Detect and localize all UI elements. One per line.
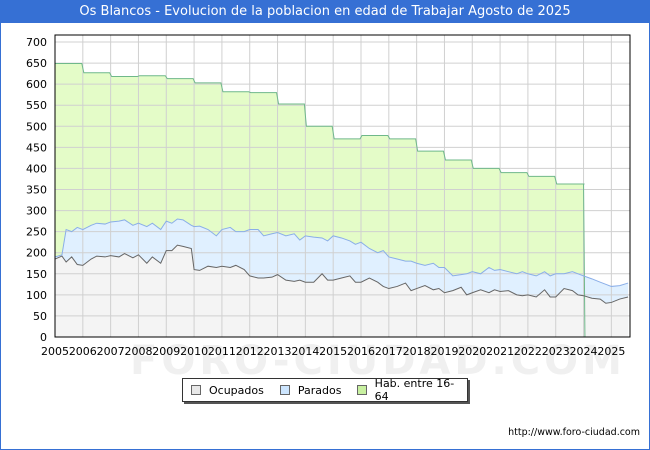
- svg-text:2009: 2009: [152, 345, 180, 358]
- svg-text:2021: 2021: [486, 345, 514, 358]
- legend-label: Ocupados: [209, 383, 264, 397]
- svg-text:150: 150: [26, 268, 47, 281]
- svg-text:2018: 2018: [403, 345, 431, 358]
- svg-text:600: 600: [26, 78, 47, 91]
- svg-text:400: 400: [26, 162, 47, 175]
- legend-label: Parados: [297, 383, 342, 397]
- svg-text:0: 0: [40, 331, 47, 344]
- svg-text:2020: 2020: [458, 345, 486, 358]
- svg-text:450: 450: [26, 141, 47, 154]
- legend: Ocupados Parados Hab. entre 16-64: [182, 377, 468, 403]
- legend-swatch-hab: [357, 385, 367, 395]
- svg-text:2005: 2005: [41, 345, 69, 358]
- svg-text:2019: 2019: [430, 345, 458, 358]
- svg-text:300: 300: [26, 205, 47, 218]
- svg-text:50: 50: [33, 310, 47, 323]
- legend-item-hab[interactable]: Hab. entre 16-64: [357, 377, 459, 403]
- source-link[interactable]: http://www.foro-ciudad.com: [508, 427, 640, 438]
- svg-text:2024: 2024: [570, 345, 598, 358]
- svg-text:2023: 2023: [542, 345, 570, 358]
- chart-plot: 0 50 100 150 200 250 300 350 400 450 500 550 600 650 7…: [26, 34, 631, 358]
- legend-label: Hab. entre 16-64: [374, 377, 455, 403]
- legend-swatch-parados: [279, 385, 290, 395]
- legend-swatch-ocupados: [191, 385, 201, 395]
- svg-text:100: 100: [26, 289, 47, 302]
- svg-text:350: 350: [26, 184, 47, 197]
- svg-text:2011: 2011: [208, 345, 236, 358]
- svg-text:500: 500: [26, 120, 47, 133]
- svg-text:2014: 2014: [291, 345, 319, 358]
- svg-text:650: 650: [26, 57, 47, 70]
- svg-text:2012: 2012: [236, 345, 264, 358]
- svg-text:2025: 2025: [597, 345, 625, 358]
- svg-text:700: 700: [26, 36, 47, 49]
- watermark: FORO-CIUDAD.COM: [130, 338, 626, 384]
- svg-text:250: 250: [26, 226, 47, 239]
- svg-text:2010: 2010: [180, 345, 208, 358]
- svg-text:2008: 2008: [124, 345, 152, 358]
- svg-text:2007: 2007: [97, 345, 125, 358]
- svg-text:550: 550: [26, 99, 47, 112]
- svg-text:2013: 2013: [264, 345, 292, 358]
- svg-text:2022: 2022: [514, 345, 542, 358]
- legend-item-parados[interactable]: Parados: [279, 383, 342, 397]
- svg-text:2016: 2016: [347, 345, 375, 358]
- legend-item-ocupados[interactable]: Ocupados: [191, 384, 264, 397]
- svg-text:2017: 2017: [375, 345, 403, 358]
- svg-text:2015: 2015: [319, 345, 347, 358]
- chart-title: Os Blancos - Evolucion de la poblacion e…: [0, 0, 650, 23]
- svg-text:200: 200: [26, 247, 47, 260]
- svg-text:2006: 2006: [69, 345, 97, 358]
